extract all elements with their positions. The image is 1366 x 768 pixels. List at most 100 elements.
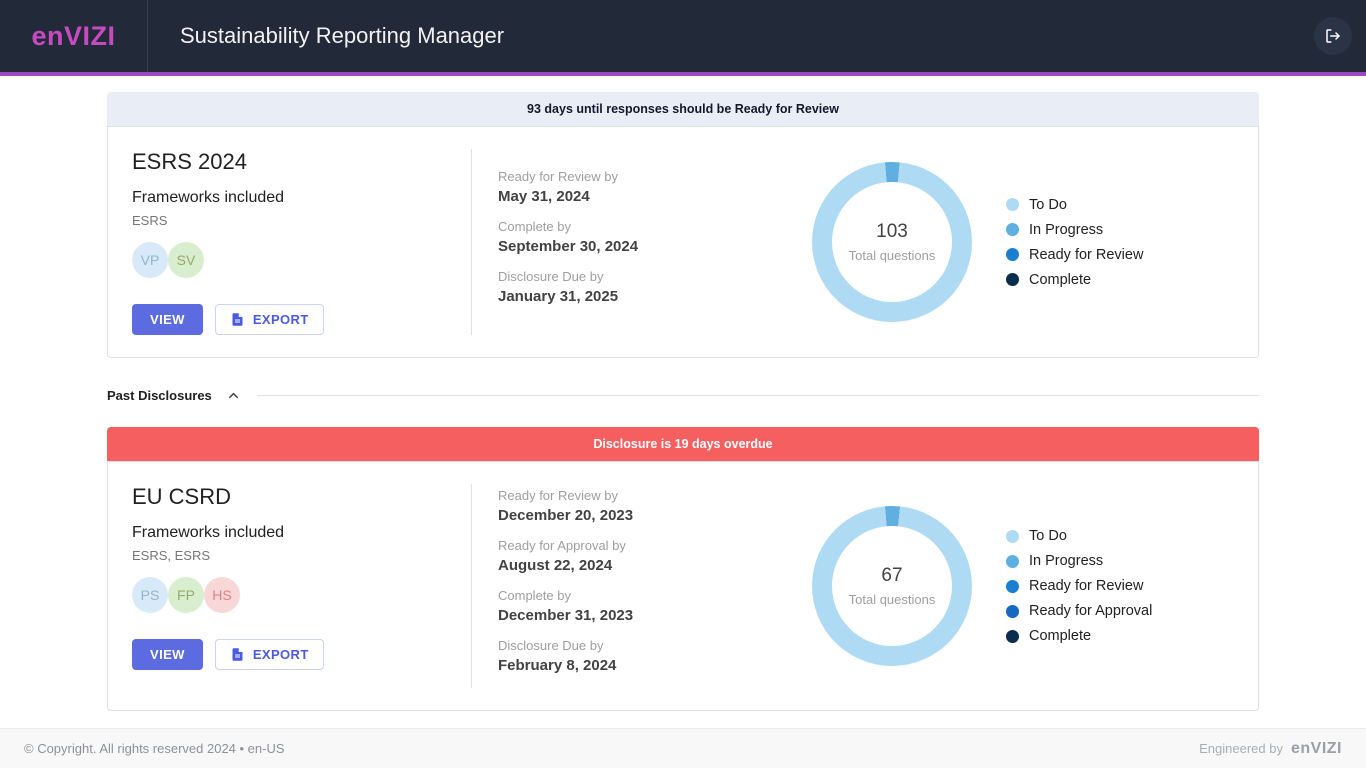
current-disclosure-section: 93 days until responses should be Ready … — [107, 92, 1259, 358]
card-actions: VIEW EXPORT — [132, 304, 471, 335]
legend-label: In Progress — [1029, 222, 1103, 238]
app-title: Sustainability Reporting Manager — [180, 23, 1314, 49]
legend-item: Complete — [1006, 628, 1152, 644]
legend-item: To Do — [1006, 197, 1143, 213]
total-questions-count: 67 — [881, 565, 902, 587]
avatar: PS — [132, 577, 168, 613]
days-remaining-banner: 93 days until responses should be Ready … — [107, 92, 1259, 126]
date-label: Ready for Review by — [498, 169, 784, 184]
envizi-logo: enVIZI — [0, 0, 148, 72]
past-disclosures-header: Past Disclosures — [107, 388, 1259, 403]
card-left-column: EU CSRD Frameworks included ESRS, ESRS P… — [132, 484, 471, 688]
legend-label: Complete — [1029, 628, 1091, 644]
date-value: December 31, 2023 — [498, 607, 784, 624]
export-button[interactable]: EXPORT — [215, 304, 324, 335]
past-disclosure-section: Disclosure is 19 days overdue EU CSRD Fr… — [107, 427, 1259, 711]
chevron-up-icon — [226, 388, 241, 403]
card-chart-column: 67 Total questions To Do In Progress — [784, 484, 1234, 688]
frameworks-value: ESRS — [132, 213, 471, 228]
legend-item: Complete — [1006, 272, 1143, 288]
card-dates-column: Ready for Review by May 31, 2024 Complet… — [472, 149, 784, 335]
card-actions: VIEW EXPORT — [132, 639, 471, 670]
legend-label: Complete — [1029, 272, 1091, 288]
card-dates-column: Ready for Review by December 20, 2023 Re… — [472, 484, 784, 688]
donut-center: 103 Total questions — [832, 182, 952, 302]
avatar: HS — [204, 577, 240, 613]
date-label: Disclosure Due by — [498, 269, 784, 284]
legend-dot — [1006, 555, 1019, 568]
engineered-by-label: Engineered by — [1199, 741, 1283, 756]
date-group: Ready for Review by December 20, 2023 — [498, 488, 784, 524]
disclosure-title: EU CSRD — [132, 484, 471, 510]
frameworks-label: Frameworks included — [132, 189, 471, 207]
export-file-icon — [230, 647, 245, 662]
legend-dot — [1006, 580, 1019, 593]
date-value: December 20, 2023 — [498, 507, 784, 524]
footer: © Copyright. All rights reserved 2024 • … — [0, 728, 1366, 768]
chart-legend: To Do In Progress Ready for Review Ready… — [1006, 519, 1152, 653]
legend-dot — [1006, 198, 1019, 211]
assignee-avatars: PS FP HS — [132, 577, 471, 613]
top-bar: enVIZI Sustainability Reporting Manager — [0, 0, 1366, 72]
collapse-toggle-button[interactable] — [226, 388, 241, 403]
export-button-label: EXPORT — [253, 312, 309, 327]
assignee-avatars: VP SV — [132, 242, 471, 278]
frameworks-value: ESRS, ESRS — [132, 548, 471, 563]
date-value: September 30, 2024 — [498, 238, 784, 255]
total-questions-label: Total questions — [849, 592, 936, 607]
legend-dot — [1006, 273, 1019, 286]
legend-dot — [1006, 530, 1019, 543]
total-questions-label: Total questions — [849, 248, 936, 263]
date-value: May 31, 2024 — [498, 188, 784, 205]
chart-legend: To Do In Progress Ready for Review Compl… — [1006, 188, 1143, 297]
date-label: Complete by — [498, 588, 784, 603]
legend-item: Ready for Approval — [1006, 603, 1152, 619]
date-group: Disclosure Due by January 31, 2025 — [498, 269, 784, 305]
legend-dot — [1006, 223, 1019, 236]
export-file-icon — [230, 312, 245, 327]
legend-label: In Progress — [1029, 553, 1103, 569]
copyright-text: © Copyright. All rights reserved 2024 • … — [24, 741, 285, 756]
view-button[interactable]: VIEW — [132, 304, 203, 335]
legend-item: In Progress — [1006, 553, 1152, 569]
legend-label: Ready for Approval — [1029, 603, 1152, 619]
legend-dot — [1006, 630, 1019, 643]
disclosure-title: ESRS 2024 — [132, 149, 471, 175]
legend-item: In Progress — [1006, 222, 1143, 238]
date-label: Ready for Approval by — [498, 538, 784, 553]
legend-label: To Do — [1029, 197, 1067, 213]
legend-item: Ready for Review — [1006, 247, 1143, 263]
avatar: VP — [132, 242, 168, 278]
date-group: Ready for Review by May 31, 2024 — [498, 169, 784, 205]
legend-item: Ready for Review — [1006, 578, 1152, 594]
donut-center: 67 Total questions — [832, 526, 952, 646]
disclosure-card-current: ESRS 2024 Frameworks included ESRS VP SV… — [107, 126, 1259, 358]
export-button[interactable]: EXPORT — [215, 639, 324, 670]
logout-button[interactable] — [1314, 17, 1352, 55]
engineered-by: Engineered by enVIZI — [1199, 740, 1342, 758]
date-value: January 31, 2025 — [498, 288, 784, 305]
legend-item: To Do — [1006, 528, 1152, 544]
legend-dot — [1006, 605, 1019, 618]
date-label: Ready for Review by — [498, 488, 784, 503]
legend-label: To Do — [1029, 528, 1067, 544]
section-divider-line — [257, 395, 1259, 396]
date-label: Complete by — [498, 219, 784, 234]
logout-icon — [1324, 27, 1342, 45]
card-left-column: ESRS 2024 Frameworks included ESRS VP SV… — [132, 149, 471, 335]
date-group: Ready for Approval by August 22, 2024 — [498, 538, 784, 574]
date-value: August 22, 2024 — [498, 557, 784, 574]
legend-dot — [1006, 248, 1019, 261]
card-chart-column: 103 Total questions To Do In Progress — [784, 149, 1234, 335]
past-disclosures-label: Past Disclosures — [107, 388, 212, 403]
date-group: Complete by September 30, 2024 — [498, 219, 784, 255]
frameworks-label: Frameworks included — [132, 524, 471, 542]
avatar: FP — [168, 577, 204, 613]
main-content: 93 days until responses should be Ready … — [0, 76, 1366, 728]
date-group: Complete by December 31, 2023 — [498, 588, 784, 624]
date-group: Disclosure Due by February 8, 2024 — [498, 638, 784, 674]
export-button-label: EXPORT — [253, 647, 309, 662]
disclosure-card-past: EU CSRD Frameworks included ESRS, ESRS P… — [107, 461, 1259, 711]
date-value: February 8, 2024 — [498, 657, 784, 674]
view-button[interactable]: VIEW — [132, 639, 203, 670]
